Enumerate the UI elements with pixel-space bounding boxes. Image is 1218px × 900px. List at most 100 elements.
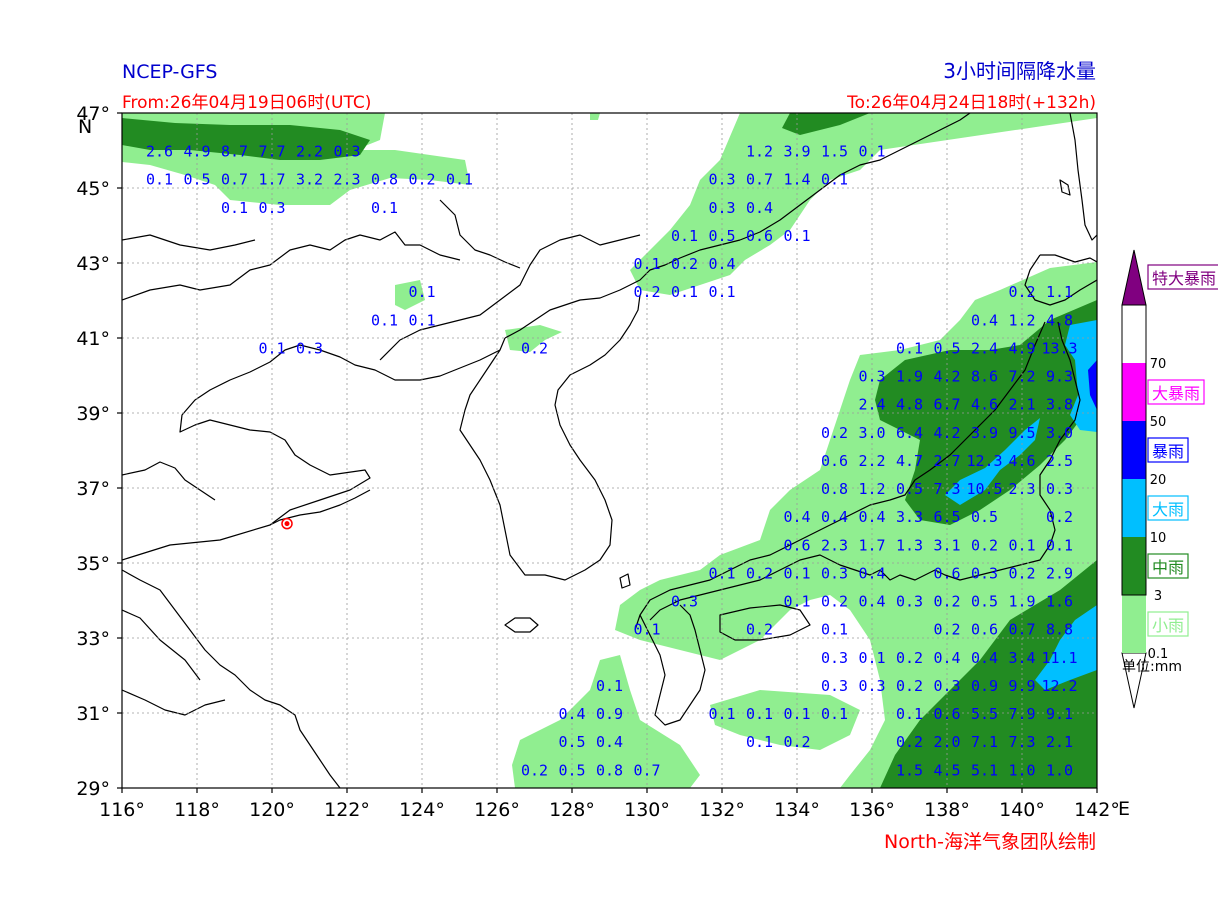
precip-value: 0.2 — [1008, 283, 1035, 301]
precip-value: 0.3 — [296, 339, 323, 357]
precip-value: 2.7 — [933, 452, 960, 470]
axes: 116° 118° 120° 122° 124° 126° 128° 130° 132° 134°… — [76, 103, 1120, 821]
precip-value: 2.1 — [1008, 396, 1035, 414]
precip-value: 7.3 — [1008, 733, 1035, 751]
precip-value: 0.1 — [408, 283, 435, 301]
precip-value: 0.2 — [1046, 508, 1073, 526]
precip-value: 0.5 — [933, 339, 960, 357]
precip-value: 0.7 — [221, 171, 248, 189]
precip-value: 0.1 — [446, 171, 473, 189]
precip-value: 0.4 — [596, 733, 623, 751]
precip-value: 0.3 — [933, 677, 960, 695]
precip-value: 0.4 — [821, 508, 848, 526]
precip-value: 0.1 — [783, 227, 810, 245]
y-tick-label: 29° — [76, 778, 110, 800]
precip-value: 0.6 — [783, 536, 810, 554]
precip-value: 0.7 — [1008, 621, 1035, 639]
precip-value: 0.1 — [896, 705, 923, 723]
legend-label-box — [1147, 611, 1189, 637]
x-tick-label: 142° — [1074, 799, 1120, 821]
precip-value: 13.3 — [1041, 339, 1077, 357]
location-marker-dot — [284, 521, 290, 527]
precip-value: 12.2 — [1041, 677, 1077, 695]
precip-value: 0.5 — [558, 761, 585, 779]
precip-value: 1.2 — [746, 143, 773, 161]
precip-value: 2.1 — [1046, 733, 1073, 751]
legend-label: 特大暴雨 — [1152, 269, 1216, 288]
precip-value: 0.1 — [746, 705, 773, 723]
precip-value: 0.6 — [746, 227, 773, 245]
precip-value: 4.2 — [933, 424, 960, 442]
precip-value: 1.6 — [1046, 593, 1073, 611]
legend: 0.1 3 10 20 50 70 小雨 中雨 大雨 暴雨 大暴雨 特大暴雨 — [1121, 249, 1218, 709]
precip-value: 1.7 — [258, 171, 285, 189]
precip-value: 0.5 — [971, 508, 998, 526]
precip-value: 0.2 — [971, 536, 998, 554]
precip-value: 0.1 — [746, 733, 773, 751]
precip-value: 4.6 — [1008, 452, 1035, 470]
precip-value: 6.7 — [933, 396, 960, 414]
precip-value: 0.8 — [596, 761, 623, 779]
precip-value: 0.2 — [671, 255, 698, 273]
precip-value: 4.5 — [933, 761, 960, 779]
precip-value: 0.2 — [746, 564, 773, 582]
precip-value: 0.7 — [633, 761, 660, 779]
precip-value: 3.8 — [1046, 396, 1073, 414]
precip-value: 1.0 — [1008, 761, 1035, 779]
heavy-rain-area — [945, 320, 1097, 690]
legend-label: 中雨 — [1152, 558, 1184, 577]
precip-value: 0.1 — [371, 311, 398, 329]
model-title: NCEP-GFS — [122, 61, 217, 83]
precip-value: 0.2 — [1008, 564, 1035, 582]
legend-swatch-2 — [1122, 479, 1146, 537]
precip-value: 0.1 — [671, 283, 698, 301]
precip-value: 2.3 — [821, 536, 848, 554]
east-label: E — [1118, 798, 1130, 820]
precip-value: 0.1 — [1046, 536, 1073, 554]
precip-value: 0.4 — [783, 508, 810, 526]
precip-value: 0.3 — [821, 564, 848, 582]
precip-value: 7.9 — [1008, 705, 1035, 723]
precip-value: 0.2 — [896, 677, 923, 695]
precip-value: 0.2 — [633, 283, 660, 301]
precip-value: 10.5 — [966, 480, 1002, 498]
y-tick-label: 47° — [76, 103, 110, 125]
precip-value: 0.2 — [821, 424, 848, 442]
x-tick-label: 120° — [249, 799, 295, 821]
precip-value: 0.4 — [746, 199, 773, 217]
precip-value: 0.5 — [558, 733, 585, 751]
precip-value: 1.3 — [896, 536, 923, 554]
precip-value: 4.9 — [183, 143, 210, 161]
precip-value: 8.6 — [971, 368, 998, 386]
precip-value: 0.7 — [746, 171, 773, 189]
precip-value: 0.3 — [708, 199, 735, 217]
location-marker — [281, 517, 293, 530]
precip-value: 9.5 — [1008, 424, 1035, 442]
precip-value: 8.7 — [221, 143, 248, 161]
precip-value: 0.2 — [821, 593, 848, 611]
precip-value: 4.6 — [971, 396, 998, 414]
precip-value: 6.4 — [896, 424, 923, 442]
precip-value: 3.9 — [783, 143, 810, 161]
map-frame — [121, 112, 1098, 789]
legend-label-box — [1147, 264, 1218, 290]
precip-value: 3.3 — [896, 508, 923, 526]
precip-value: 0.2 — [783, 733, 810, 751]
precip-value: 0.3 — [821, 649, 848, 667]
y-tick-label: 41° — [76, 328, 110, 350]
precip-value: 1.4 — [783, 171, 810, 189]
precip-value: 0.2 — [746, 621, 773, 639]
precip-value: 0.1 — [708, 705, 735, 723]
precip-value: 3.0 — [858, 424, 885, 442]
legend-label-box — [1147, 437, 1189, 463]
legend-threshold: 10 — [1150, 531, 1167, 546]
precip-value: 0.1 — [821, 171, 848, 189]
legend-threshold: 0.1 — [1148, 647, 1169, 662]
legend-label-box — [1147, 553, 1189, 579]
precip-value: 0.2 — [933, 593, 960, 611]
precip-value: 0.1 — [858, 649, 885, 667]
x-tick-label: 128° — [549, 799, 595, 821]
precip-value: 0.3 — [1046, 480, 1073, 498]
precip-value: 0.5 — [896, 480, 923, 498]
precip-value: 0.1 — [633, 255, 660, 273]
